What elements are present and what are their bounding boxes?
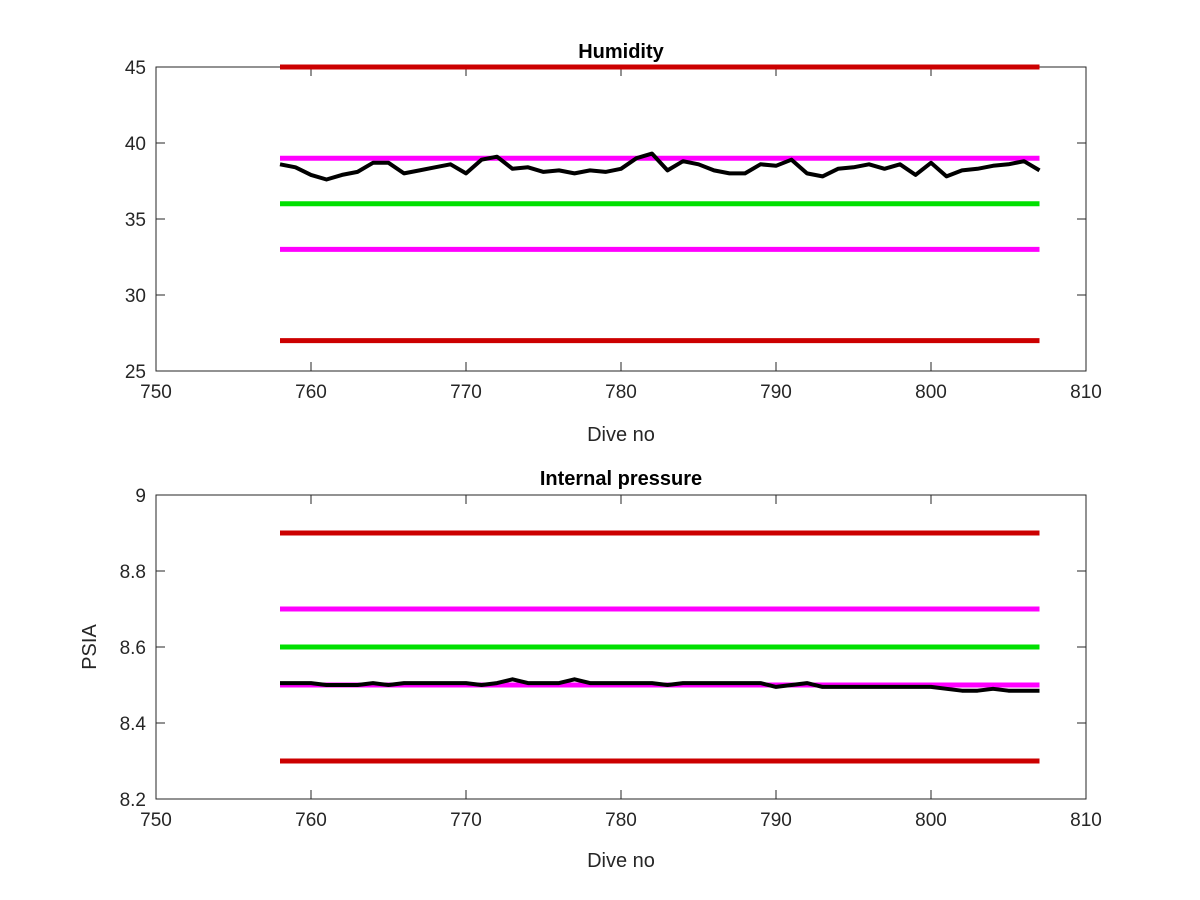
y-tick-label: 8.4 bbox=[120, 714, 147, 735]
data-series-line bbox=[280, 677, 1040, 693]
y-tick-label: 9 bbox=[135, 486, 146, 507]
y-tick-label: 25 bbox=[125, 362, 146, 383]
x-tick-label: 750 bbox=[140, 382, 172, 403]
x-tick-label: 810 bbox=[1070, 382, 1102, 403]
x-tick-label: 760 bbox=[295, 810, 327, 831]
chart-1: 750 760 770 780 790 800 810 25 30 35 40 45 Humidity D… bbox=[125, 41, 1102, 446]
chart-title: Internal pressure bbox=[540, 468, 702, 490]
y-tick-label: 8.8 bbox=[120, 562, 146, 583]
x-tick-label: 770 bbox=[450, 810, 482, 831]
x-tick-label: 770 bbox=[450, 382, 482, 403]
x-tick-label: 780 bbox=[605, 810, 637, 831]
chart-title: Humidity bbox=[578, 41, 664, 63]
data-series-line bbox=[279, 151, 1041, 182]
y-tick-label: 30 bbox=[125, 286, 146, 307]
y-tick-label: 8.2 bbox=[120, 790, 146, 811]
x-tick-label: 790 bbox=[760, 810, 792, 831]
x-axis-label: Dive no bbox=[587, 850, 655, 872]
x-tick-label: 780 bbox=[605, 382, 637, 403]
x-axis-label: Dive no bbox=[587, 424, 655, 446]
y-axis-label: PSIA bbox=[79, 624, 101, 670]
y-tick-label: 35 bbox=[125, 210, 146, 231]
y-tick-label: 40 bbox=[125, 134, 146, 155]
chart-2: 750 760 770 780 790 800 810 8.2 8.4 8.6 8.8 9 Intern… bbox=[79, 468, 1102, 872]
plot-area-frame bbox=[155, 66, 1087, 372]
x-tick-label: 750 bbox=[140, 810, 172, 831]
x-tick-label: 760 bbox=[295, 382, 327, 403]
x-tick-label: 800 bbox=[915, 382, 947, 403]
y-tick-label: 8.6 bbox=[120, 638, 146, 659]
y-tick-label: 45 bbox=[125, 58, 146, 79]
x-tick-label: 790 bbox=[760, 382, 792, 403]
x-tick-label: 810 bbox=[1070, 810, 1102, 831]
x-tick-label: 800 bbox=[915, 810, 947, 831]
